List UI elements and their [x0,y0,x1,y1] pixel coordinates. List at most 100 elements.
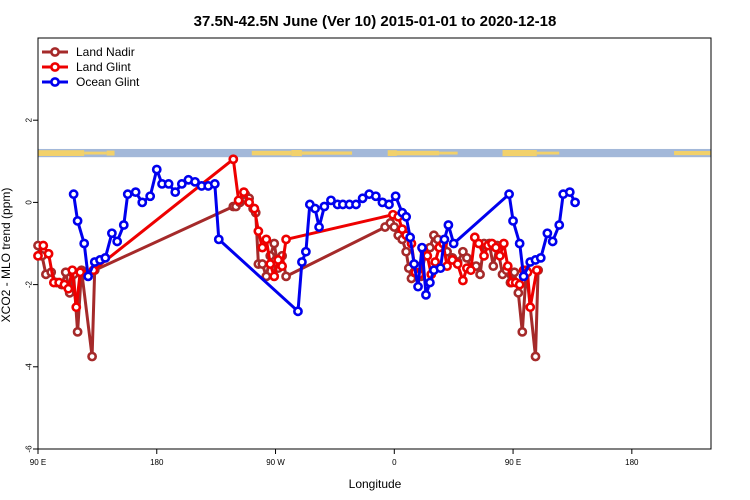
ocean-glint-point [326,195,336,206]
band-land [251,150,292,156]
ocean-glint-point [310,203,321,214]
x-tick-label: 90 E [505,458,521,467]
plot-frame [37,37,712,450]
land-glint-point [277,261,288,272]
land-nadir-point [257,259,268,269]
x-tick-label: 90 W [266,458,285,467]
ocean-glint-point [300,246,311,257]
land-nadir-point [475,269,485,280]
band-land [502,149,537,157]
x-tick-label: 90 E [30,458,46,467]
land-nadir-point [488,261,499,272]
ocean-glint-point [370,191,381,202]
land-glint-point [228,154,239,165]
x-tick-label: 180 [625,458,639,467]
y-tick-label: -4 [25,363,34,371]
ocean-glint-point [413,281,423,292]
ocean-glint-point [190,176,200,187]
land-glint-point [238,187,249,198]
ocean-glint-point [570,197,580,208]
land-glint-point [269,271,280,282]
series-lines [33,154,580,362]
ocean-glint-point [83,271,94,282]
band-land [387,150,397,156]
ocean-glint-point [314,222,324,232]
ocean-glint-point [417,242,427,253]
land-glint-point [531,265,542,276]
land-nadir-point [281,271,291,282]
ocean-glint-point [443,220,454,230]
ocean-glint-point [504,189,514,200]
ocean-glint-point [72,215,83,226]
ocean-glint-point [405,232,416,243]
ocean-glint-point [151,164,162,175]
land-nadir-point [509,267,520,278]
ocean-glint-point [564,187,575,198]
land-glint-point [502,261,513,272]
ocean-glint-point [542,228,553,239]
land-glint-point [452,259,463,269]
band-land [439,151,458,155]
land-nadir-point [513,287,524,298]
ocean-glint-point [170,187,181,198]
legend-label-ocean-glint: Ocean Glint [76,75,140,89]
land-glint-point [244,197,255,208]
legend-marker-land-nadir [50,47,60,57]
land-nadir-point [401,246,412,257]
ocean-glint-point [547,236,558,247]
y-tick-label: 2 [25,117,34,122]
legend-label-land-nadir: Land Nadir [76,45,135,59]
ocean-glint-point [79,238,90,249]
land-nadir-point [389,222,400,232]
land-glint-point [473,238,484,249]
ocean-glint-point [514,238,525,249]
x-axis-label: Longitude [349,477,402,491]
land-glint-point [253,226,264,237]
ocean-glint-point [390,191,401,202]
land-glint-point [38,240,49,251]
land-glint-point [43,248,54,259]
land-glint-point [281,234,291,245]
ocean-glint-point [401,211,412,222]
ocean-glint-point [535,252,546,263]
land-glint-point [479,250,489,261]
ocean-glint-point [213,234,224,245]
ocean-glint-line [72,168,577,313]
land-nadir-point [517,326,528,337]
legend-label-land-glint: Land Glint [76,60,131,74]
land-glint-point [261,234,272,245]
land-glint-point [75,267,86,278]
ocean-glint-point [425,277,435,288]
ocean-glint-point [209,179,220,189]
band-land [674,151,711,156]
land-glint-point [257,242,268,253]
y-axis-label: XCO2 - MLO trend (ppm) [0,188,13,323]
land-nadir-point [87,351,98,362]
ocean-glint-point [118,220,129,230]
band-land [291,149,302,157]
land-sea-band [38,148,711,158]
land-glint-point [514,279,525,290]
ocean-glint-point [163,179,174,189]
land-glint-point [465,265,476,276]
y-tick-label: -6 [25,445,34,453]
y-tick-label: -2 [25,280,34,288]
land-nadir-point [461,252,472,263]
ocean-glint-point [145,191,156,202]
land-glint-point [233,195,244,206]
land-glint-point [494,250,505,261]
ocean-glint-point [68,189,79,200]
ocean-glint-point [518,271,529,282]
legend-marker-land-glint [50,62,60,72]
band-land [106,150,115,156]
band-land [301,151,353,155]
x-tick-label: 0 [392,458,397,467]
land-glint-point [63,283,74,294]
chart-title: 37.5N-42.5N June (Ver 10) 2015-01-01 to … [194,13,557,30]
land-nadir-point [269,238,280,249]
ocean-glint-point [122,189,133,200]
ocean-glint-point [351,199,361,210]
land-nadir-point [72,326,83,337]
x-tick-label: 180 [150,458,164,467]
